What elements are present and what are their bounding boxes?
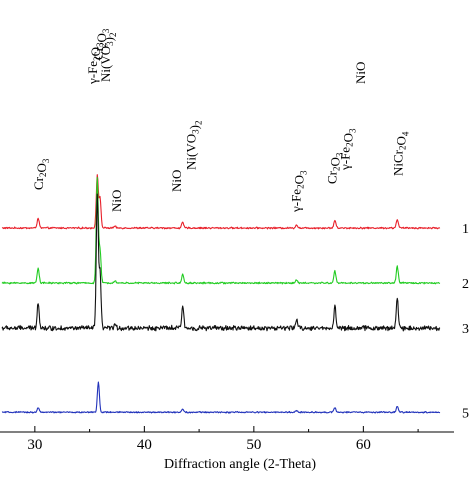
x-axis-title: Diffraction angle (2-Theta) [164, 457, 316, 472]
peak-label-nicr2o4: NiCr2O4 [390, 131, 410, 176]
series-2-line [1, 176, 441, 285]
annotations-layer: 1235Cr2O3γ-Fe2O3Cr2O3Ni(VO3)2NiONiONi(VO… [31, 28, 469, 421]
series-3-line [1, 193, 441, 332]
peak-label-nio_a: NiO [109, 190, 124, 212]
x-tick-label-50: 50 [246, 437, 261, 453]
peak-label-cr2o3_a: Cr2O3 [31, 158, 51, 190]
series-1-line [1, 174, 441, 230]
peak-label-fe2o3_a: γ-Fe2O3 [85, 42, 105, 85]
peak-label-nivo3_b: Ni(VO3)2 [183, 121, 203, 170]
peak-label-fe2o3_b: γ-Fe2O3 [289, 170, 309, 213]
series-5-label: 5 [462, 406, 469, 421]
peak-label-nio_c: NiO [353, 62, 368, 84]
x-tick-label-60: 60 [356, 437, 371, 453]
peak-label-cr2o3_b: Cr2O3 [91, 28, 111, 60]
series-1-label: 1 [462, 222, 469, 237]
peak-label-nivo3_a: Ni(VO3)2 [98, 33, 118, 82]
peak-label-nio_b: NiO [169, 170, 184, 192]
series-2-label: 2 [462, 277, 469, 292]
peak-label-fe2o3_c: γ-Fe2O3 [338, 128, 358, 171]
peak-label-cr2o3_c: Cr2O3 [325, 152, 345, 184]
x-tick-label-30: 30 [27, 437, 42, 453]
x-axis: 30 40 50 60 [0, 426, 454, 453]
x-tick-label-40: 40 [137, 437, 152, 453]
series-3-label: 3 [462, 322, 469, 337]
curves-layer [1, 174, 441, 414]
series-5-line [1, 381, 441, 414]
